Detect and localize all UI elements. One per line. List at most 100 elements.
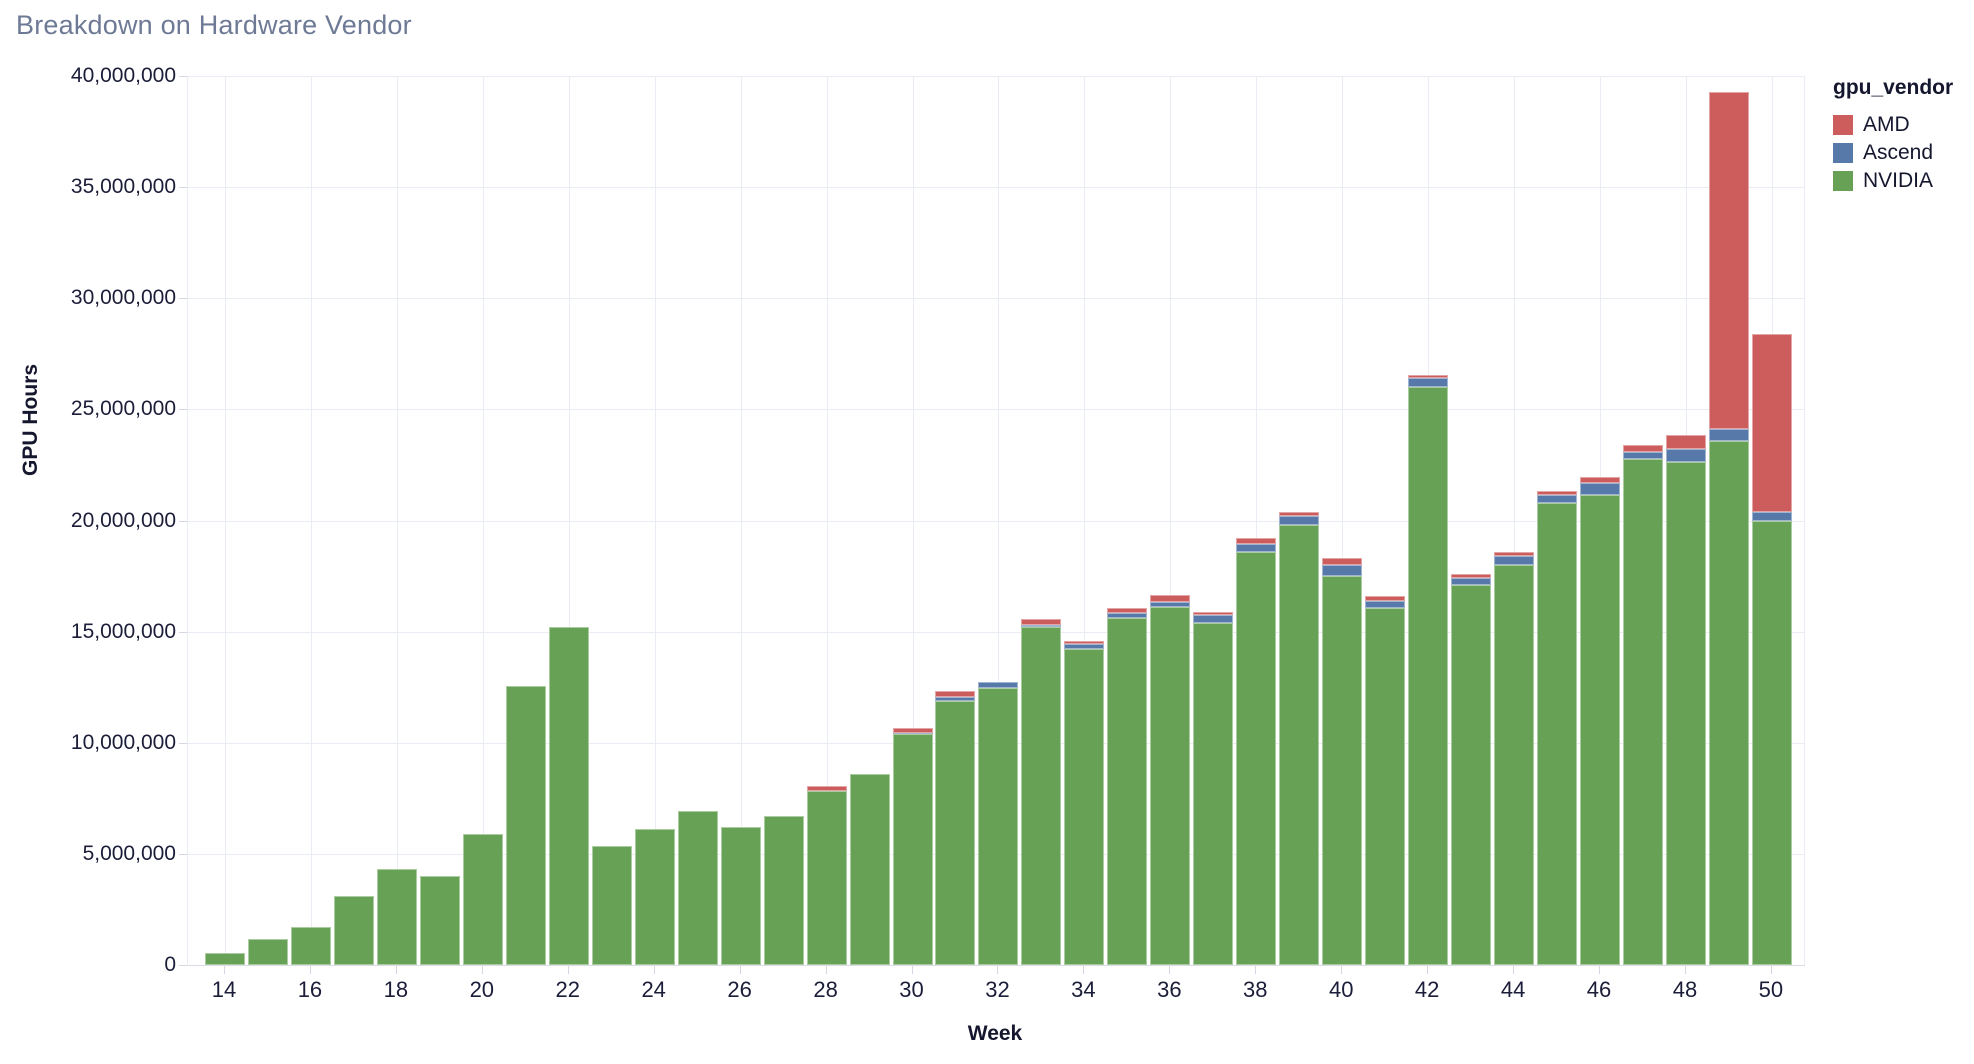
- bar-segment-nvidia-week-40[interactable]: [1322, 576, 1363, 965]
- bar-segment-ascend-week-50[interactable]: [1751, 511, 1792, 521]
- bar-segment-ascend-week-49[interactable]: [1708, 429, 1749, 441]
- x-gridline: [225, 76, 226, 965]
- bar-segment-amd-week-45[interactable]: [1537, 490, 1578, 495]
- bar-segment-nvidia-week-28[interactable]: [806, 790, 847, 965]
- bar-segment-ascend-week-37[interactable]: [1193, 614, 1234, 623]
- bar-segment-ascend-week-32[interactable]: [978, 681, 1019, 689]
- x-axis-title: Week: [967, 1022, 1023, 1045]
- bar-segment-nvidia-week-17[interactable]: [333, 896, 374, 965]
- bar-segment-amd-week-33[interactable]: [1021, 619, 1062, 625]
- bar-segment-nvidia-week-29[interactable]: [849, 773, 890, 965]
- x-gridline: [654, 76, 656, 965]
- bar-segment-amd-week-40[interactable]: [1322, 558, 1363, 565]
- bar-segment-amd-week-38[interactable]: [1236, 538, 1277, 545]
- bar-segment-nvidia-week-22[interactable]: [548, 627, 589, 965]
- bar-segment-nvidia-week-20[interactable]: [462, 833, 503, 965]
- bar-segment-amd-week-36[interactable]: [1150, 594, 1191, 602]
- bar-segment-nvidia-week-45[interactable]: [1537, 502, 1578, 965]
- bar-segment-nvidia-week-35[interactable]: [1107, 618, 1148, 965]
- bar-segment-nvidia-week-42[interactable]: [1408, 387, 1449, 965]
- bar-segment-nvidia-week-41[interactable]: [1365, 608, 1406, 965]
- bar-segment-ascend-week-46[interactable]: [1580, 482, 1621, 495]
- bar-segment-ascend-week-44[interactable]: [1494, 556, 1535, 565]
- bar-segment-ascend-week-30[interactable]: [892, 732, 933, 734]
- bar-segment-ascend-week-41[interactable]: [1365, 600, 1406, 609]
- bar-segment-amd-week-43[interactable]: [1451, 573, 1492, 579]
- bar-segment-nvidia-week-39[interactable]: [1279, 524, 1320, 965]
- bar-segment-nvidia-week-38[interactable]: [1236, 551, 1277, 965]
- bar-segment-ascend-week-45[interactable]: [1537, 494, 1578, 503]
- bar-segment-nvidia-week-18[interactable]: [376, 869, 417, 965]
- bar-segment-amd-week-48[interactable]: [1665, 434, 1706, 450]
- bar-segment-amd-week-46[interactable]: [1580, 477, 1621, 483]
- bar-segment-nvidia-week-16[interactable]: [290, 926, 331, 965]
- bar-segment-nvidia-week-36[interactable]: [1150, 607, 1191, 965]
- bar-segment-nvidia-week-50[interactable]: [1751, 520, 1792, 965]
- bar-segment-ascend-week-48[interactable]: [1665, 449, 1706, 462]
- bar-segment-ascend-week-43[interactable]: [1451, 578, 1492, 585]
- bar-segment-nvidia-week-25[interactable]: [677, 810, 718, 965]
- bar-segment-ascend-week-36[interactable]: [1150, 601, 1191, 608]
- legend-item-amd[interactable]: AMD: [1833, 113, 1968, 136]
- bar-segment-nvidia-week-15[interactable]: [247, 939, 288, 965]
- bar-segment-nvidia-week-26[interactable]: [720, 827, 761, 965]
- bar-segment-amd-week-34[interactable]: [1064, 640, 1105, 644]
- bar-segment-nvidia-week-27[interactable]: [763, 816, 804, 965]
- bar-segment-amd-week-28[interactable]: [806, 786, 847, 791]
- bar-segment-ascend-week-35[interactable]: [1107, 613, 1148, 619]
- bar-segment-amd-week-42[interactable]: [1408, 374, 1449, 379]
- bar-segment-nvidia-week-49[interactable]: [1708, 440, 1749, 965]
- x-gridline: [1342, 76, 1344, 965]
- x-tick-label-26: 26: [727, 977, 752, 1002]
- bar-segment-nvidia-week-47[interactable]: [1623, 459, 1663, 965]
- y-tick-label-20000000: 20,000,000: [70, 508, 176, 532]
- y-gridline: [188, 631, 1804, 633]
- bar-segment-amd-week-49[interactable]: [1708, 91, 1749, 430]
- y-tick-mark: [179, 965, 187, 966]
- bar-segment-amd-week-39[interactable]: [1279, 511, 1320, 517]
- bar-segment-nvidia-week-30[interactable]: [892, 733, 933, 965]
- x-tick-label-22: 22: [555, 977, 580, 1002]
- bar-segment-nvidia-week-46[interactable]: [1580, 494, 1621, 965]
- bar-segment-nvidia-week-34[interactable]: [1064, 649, 1105, 965]
- bar-segment-nvidia-week-31[interactable]: [935, 700, 976, 965]
- bar-segment-ascend-week-40[interactable]: [1322, 564, 1363, 577]
- bar-segment-amd-week-37[interactable]: [1193, 611, 1234, 615]
- legend-swatch-amd: [1833, 115, 1853, 135]
- bar-segment-amd-week-30[interactable]: [892, 728, 933, 733]
- x-tick-label-50: 50: [1758, 977, 1784, 1002]
- x-tick-mark: [395, 966, 397, 974]
- bar-segment-ascend-week-34[interactable]: [1064, 643, 1105, 650]
- bar-segment-nvidia-week-24[interactable]: [634, 829, 675, 965]
- bar-segment-amd-week-31[interactable]: [935, 690, 976, 698]
- bar-segment-nvidia-week-32[interactable]: [978, 688, 1019, 965]
- bar-segment-amd-week-44[interactable]: [1494, 551, 1535, 557]
- bar-segment-amd-week-35[interactable]: [1107, 608, 1148, 614]
- bar-segment-nvidia-week-14[interactable]: [205, 952, 245, 965]
- y-tick-mark: [179, 853, 187, 855]
- bar-segment-nvidia-week-21[interactable]: [505, 686, 546, 965]
- bar-segment-ascend-week-33[interactable]: [1021, 624, 1062, 628]
- legend-label-amd: AMD: [1863, 113, 1910, 136]
- legend: gpu_vendor AMD Ascend NVIDIA: [1833, 76, 1968, 198]
- bar-segment-nvidia-week-23[interactable]: [591, 846, 632, 965]
- y-gridline: [188, 76, 1804, 77]
- bar-segment-ascend-week-38[interactable]: [1236, 544, 1277, 552]
- bar-segment-ascend-week-31[interactable]: [935, 697, 976, 701]
- bar-segment-nvidia-week-44[interactable]: [1494, 564, 1535, 965]
- bar-segment-amd-week-50[interactable]: [1751, 333, 1792, 512]
- bar-segment-amd-week-41[interactable]: [1365, 596, 1406, 601]
- bar-segment-nvidia-week-48[interactable]: [1665, 461, 1706, 965]
- bar-segment-nvidia-week-37[interactable]: [1193, 622, 1234, 965]
- bar-segment-nvidia-week-19[interactable]: [419, 876, 460, 965]
- bar-segment-ascend-week-39[interactable]: [1279, 516, 1320, 525]
- legend-item-ascend[interactable]: Ascend: [1833, 141, 1968, 164]
- bar-segment-ascend-week-42[interactable]: [1408, 378, 1449, 388]
- bar-segment-nvidia-week-33[interactable]: [1021, 627, 1062, 965]
- bar-segment-ascend-week-47[interactable]: [1623, 451, 1663, 460]
- y-gridline: [188, 520, 1804, 522]
- bar-segment-amd-week-47[interactable]: [1623, 444, 1663, 452]
- legend-item-nvidia[interactable]: NVIDIA: [1833, 169, 1968, 192]
- y-tick-label-25000000: 25,000,000: [70, 397, 176, 421]
- bar-segment-nvidia-week-43[interactable]: [1451, 584, 1492, 965]
